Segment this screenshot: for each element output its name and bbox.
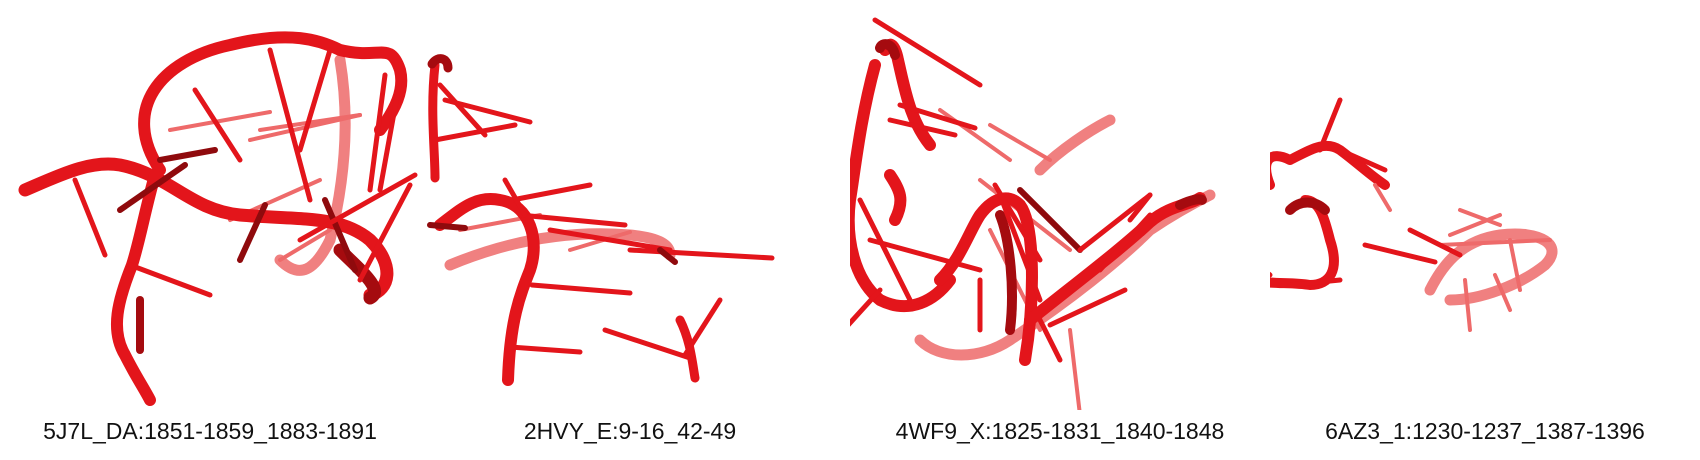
rna-structure-1 bbox=[18, 31, 418, 406]
structure-label: 4WF9_X:1825-1831_1840-1848 bbox=[895, 418, 1225, 444]
rna-structure-3 bbox=[850, 17, 1216, 410]
structure-panel-4: 6AZ3_1:1230-1237_1387-1396 bbox=[1270, 0, 1700, 460]
structure-panel-3: 4WF9_X:1825-1831_1840-1848 bbox=[850, 0, 1270, 460]
structure-label: 6AZ3_1:1230-1237_1387-1396 bbox=[1325, 418, 1645, 444]
structure-label: 5J7L_DA:1851-1859_1883-1891 bbox=[43, 418, 377, 444]
structure-panel-1: 5J7L_DA:1851-1859_1883-1891 bbox=[0, 0, 420, 460]
structure-panel-2: 2HVY_E:9-16_42-49 bbox=[420, 0, 840, 460]
rna-structure-4 bbox=[1270, 97, 1558, 332]
rna-structure-2 bbox=[427, 54, 775, 386]
structure-label: 2HVY_E:9-16_42-49 bbox=[523, 418, 737, 444]
